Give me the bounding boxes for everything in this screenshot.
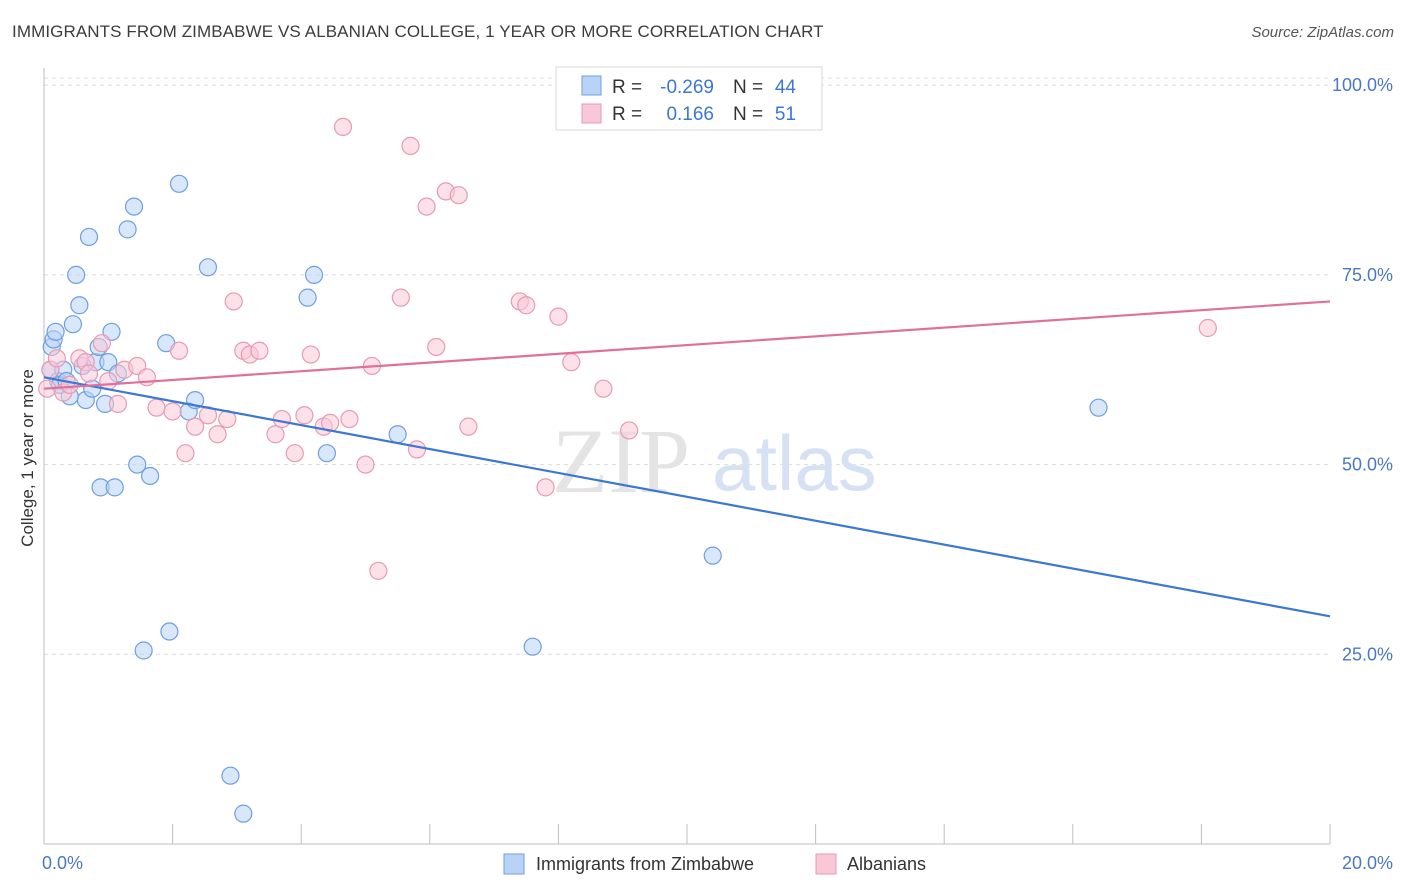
trend-lines [43, 300, 1331, 618]
legend-r-label-b: R = [612, 104, 642, 125]
point-albanians-53 [1198, 318, 1217, 338]
point-albanians-22 [224, 292, 243, 311]
legend-bottom-swatch-zimbabwe [503, 853, 525, 875]
point-zimbabwe-42 [1089, 398, 1108, 417]
chart-title: IMMIGRANTS FROM ZIMBABWE VS ALBANIAN COL… [12, 22, 824, 41]
point-albanians-28 [285, 444, 304, 463]
point-zimbabwe-30 [169, 174, 189, 193]
point-albanians-41 [417, 197, 436, 216]
point-albanians-17 [176, 444, 195, 463]
grid-lines [44, 77, 1330, 655]
tick-labels: 25.0% 50.0% 75.0% 100.0% 0.0% 20.0% [42, 75, 1393, 873]
trend-line-albanians [43, 300, 1331, 390]
point-albanians-48 [536, 478, 555, 497]
point-zimbabwe-10 [70, 296, 89, 315]
point-albanians-16 [169, 341, 189, 360]
point-zimbabwe-13 [79, 227, 99, 247]
point-albanians-39 [401, 136, 420, 155]
point-zimbabwe-3 [46, 322, 65, 341]
point-zimbabwe-23 [118, 220, 137, 239]
watermark-zip: ZIP [552, 410, 690, 512]
point-zimbabwe-14 [83, 379, 102, 398]
legend-n-label-a: N = [733, 77, 763, 98]
point-zimbabwe-35 [234, 804, 253, 823]
legend-swatch-albanians [581, 103, 602, 124]
point-albanians-29 [295, 406, 314, 425]
y-tick-label-2: 75.0% [1342, 265, 1393, 285]
watermark: ZIP atlas [552, 410, 877, 512]
point-albanians-27 [272, 409, 292, 429]
point-albanians-37 [369, 561, 388, 580]
point-albanians-49 [549, 307, 568, 326]
legend-bottom-label-zimbabwe: Immigrants from Zimbabwe [536, 854, 754, 874]
point-zimbabwe-8 [63, 315, 83, 334]
point-zimbabwe-37 [304, 265, 324, 284]
point-zimbabwe-24 [124, 197, 144, 216]
point-zimbabwe-41 [703, 546, 722, 565]
legend-bottom-label-albanians: Albanians [847, 854, 926, 874]
point-albanians-40 [407, 440, 427, 459]
legend-r-value-b: 0.166 [666, 104, 714, 125]
point-albanians-20 [208, 425, 227, 444]
series-albanians-points [38, 117, 1217, 580]
point-zimbabwe-25 [128, 455, 147, 474]
legend-r-value-a: -0.269 [660, 77, 714, 98]
point-zimbabwe-36 [298, 288, 317, 307]
point-albanians-47 [517, 296, 536, 315]
point-zimbabwe-27 [140, 466, 160, 486]
point-albanians-18 [186, 417, 205, 436]
point-albanians-25 [250, 341, 269, 360]
point-albanians-4 [60, 375, 79, 395]
point-albanians-51 [594, 379, 613, 398]
point-zimbabwe-9 [67, 265, 86, 284]
point-zimbabwe-34 [221, 766, 240, 785]
point-zimbabwe-33 [198, 258, 218, 277]
point-zimbabwe-38 [317, 444, 337, 463]
point-zimbabwe-21 [105, 478, 124, 497]
y-axis-title: College, 1 year or more [18, 369, 37, 547]
y-tick-label-1: 50.0% [1342, 455, 1393, 475]
point-albanians-14 [147, 398, 166, 417]
point-albanians-34 [340, 409, 359, 429]
point-albanians-15 [163, 402, 182, 421]
legend-bottom-swatch-albanians [815, 853, 837, 875]
watermark-atlas: atlas [712, 419, 877, 507]
legend-swatch-zimbabwe [581, 75, 602, 96]
legend-n-label-b: N = [733, 104, 763, 125]
point-zimbabwe-29 [160, 622, 179, 641]
point-albanians-44 [449, 186, 468, 205]
point-albanians-2 [47, 349, 66, 368]
point-albanians-10 [108, 394, 128, 413]
point-albanians-50 [562, 353, 581, 372]
point-albanians-30 [301, 345, 320, 364]
trend-line-zimbabwe [43, 376, 1331, 618]
legend-top: R = -0.269 N = 44 R = 0.166 N = 51 [555, 66, 823, 131]
chart-source: Source: ZipAtlas.com [1251, 24, 1394, 41]
point-albanians-33 [333, 117, 353, 137]
y-tick-label-0: 25.0% [1342, 644, 1393, 664]
point-albanians-26 [266, 425, 285, 444]
point-albanians-8 [92, 334, 111, 353]
point-albanians-13 [137, 368, 156, 387]
point-albanians-7 [79, 364, 99, 383]
point-albanians-45 [459, 417, 478, 436]
point-albanians-35 [356, 455, 375, 474]
x-tick-label-max: 20.0% [1342, 853, 1393, 873]
point-zimbabwe-26 [134, 641, 153, 660]
y-tick-label-3: 100.0% [1332, 75, 1393, 95]
legend-bottom: Immigrants from Zimbabwe Albanians [503, 853, 926, 875]
legend-n-value-a: 44 [775, 77, 797, 98]
point-albanians-42 [427, 337, 446, 357]
point-zimbabwe-40 [523, 637, 542, 656]
axes [43, 68, 1331, 845]
point-albanians-38 [391, 288, 410, 307]
legend-n-value-b: 51 [775, 104, 796, 125]
point-albanians-52 [620, 421, 639, 440]
x-tick-label-min: 0.0% [42, 853, 83, 873]
legend-r-label-a: R = [612, 77, 642, 98]
point-zimbabwe-39 [388, 425, 407, 444]
